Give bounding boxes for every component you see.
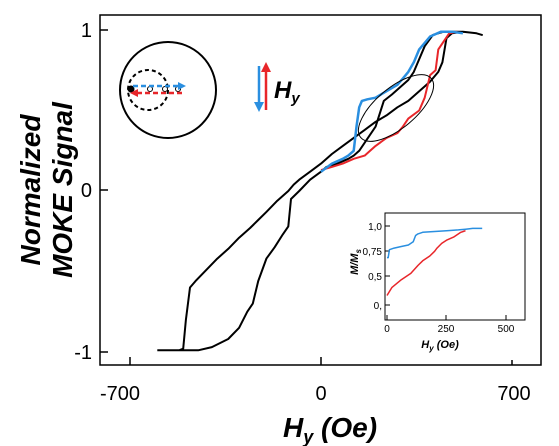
main-series-1 xyxy=(320,30,458,172)
field-red-arrowhead xyxy=(261,62,271,72)
inset-x-axis-title-unit: (Oe) xyxy=(434,339,459,351)
inset-series-1 xyxy=(386,229,466,296)
inset-chart: 1,0 0,75 0,5 0, 0 250 500 Hy (Oe) M/Ms xyxy=(343,205,531,360)
x-axis-title: Hy (Oe) xyxy=(283,412,377,446)
inset-x-tick-label-500: 500 xyxy=(498,324,515,335)
inset-x-tick-label-0: 0 xyxy=(384,324,390,335)
field-label-sub: y xyxy=(290,90,300,107)
inset-y-axis-title: M/Ms xyxy=(349,249,363,275)
y-axis-title: Normalized MOKE Signal xyxy=(15,101,78,278)
x-axis-title-main: H xyxy=(283,412,304,443)
y-tick-label-neg1: -1 xyxy=(74,342,92,364)
highlight-ellipse xyxy=(357,74,435,142)
inset-x-ticks xyxy=(386,315,507,320)
y-tick-label-1: 1 xyxy=(81,20,92,42)
disk-inner-dashed-circle xyxy=(127,69,169,111)
disk-diagram xyxy=(119,41,217,139)
inset-series-group xyxy=(386,227,483,296)
inset-y-axis-title-sub: s xyxy=(354,249,363,254)
field-direction-indicator: Hy xyxy=(254,62,300,112)
field-label: Hy xyxy=(274,77,300,107)
disk-filled-dot xyxy=(127,85,135,93)
inset-plot-frame xyxy=(384,212,526,321)
x-tick-label-0: 0 xyxy=(315,383,326,405)
field-label-main: H xyxy=(274,77,292,104)
inset-y-tick-label-075: 0,75 xyxy=(363,247,383,258)
y-axis-ticks xyxy=(100,29,108,353)
inset-y-tick-label-05: 0,5 xyxy=(368,272,382,283)
main-series-0 xyxy=(157,30,483,352)
inset-y-tick-label-0: 0, xyxy=(374,301,382,312)
y-axis-title-line2: MOKE Signal xyxy=(47,101,78,278)
disk-blue-arrowhead xyxy=(178,82,186,90)
x-axis-title-unit: (Oe) xyxy=(313,412,377,443)
inset-x-axis-title-main: H xyxy=(421,339,430,351)
inset-y-tick-label-1: 1,0 xyxy=(368,222,382,233)
x-axis-title-sub: y xyxy=(302,427,314,446)
x-tick-label-700: 700 xyxy=(497,383,530,405)
inset-x-tick-label-250: 250 xyxy=(438,324,455,335)
inset-series-0 xyxy=(387,227,483,259)
disk-red-arrowhead xyxy=(130,89,138,97)
inset-x-axis-title: Hy (Oe) xyxy=(421,339,459,353)
inset-y-ticks xyxy=(385,225,390,306)
inset-x-axis-title-sub: y xyxy=(428,344,434,353)
y-tick-label-0: 0 xyxy=(81,180,92,202)
inset-y-axis-title-main: M/M xyxy=(349,253,361,275)
x-tick-label-neg700: -700 xyxy=(100,383,140,405)
field-blue-arrowhead xyxy=(254,102,264,112)
y-axis-title-line1: Normalized xyxy=(15,114,46,266)
main-series-2 xyxy=(320,30,464,173)
